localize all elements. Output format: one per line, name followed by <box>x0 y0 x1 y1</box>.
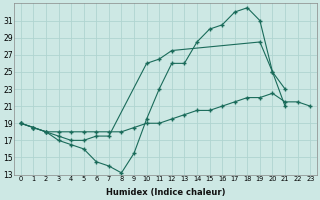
X-axis label: Humidex (Indice chaleur): Humidex (Indice chaleur) <box>106 188 225 197</box>
